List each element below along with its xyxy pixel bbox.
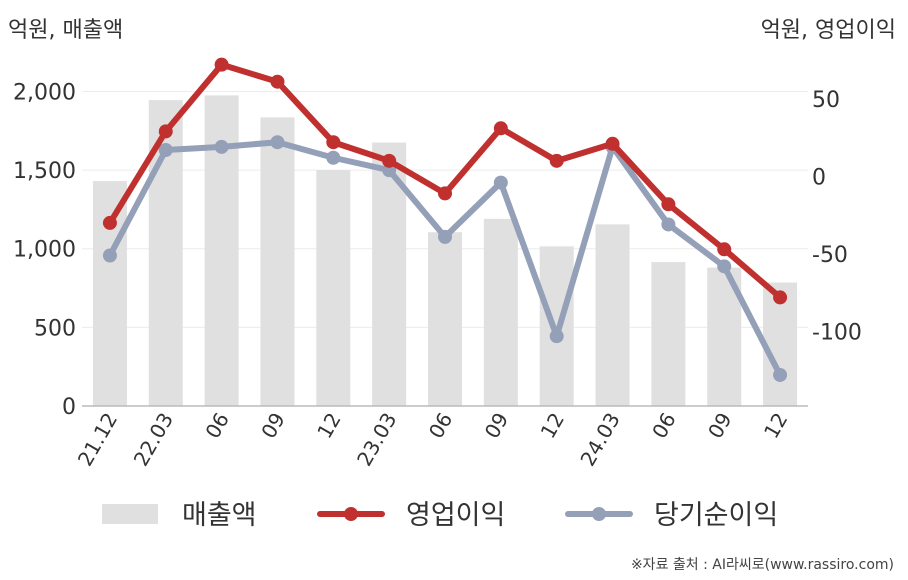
x-tick-label: 22.03	[129, 409, 178, 471]
right-tick-label: -50	[812, 243, 848, 268]
point-06	[438, 186, 452, 201]
point-06	[438, 229, 452, 244]
legend-label: 매출액	[182, 500, 257, 531]
point-06	[661, 217, 676, 232]
bar-06	[651, 262, 686, 406]
point-09	[493, 121, 508, 136]
point-24.03	[605, 136, 620, 151]
x-tick-label: 06	[647, 409, 681, 443]
point-06	[214, 139, 229, 154]
left-axis-unit-label: 억원, 매출액	[8, 18, 124, 43]
legend-item-당기순이익: 당기순이익	[565, 500, 778, 531]
point-21.12	[102, 215, 117, 230]
x-tick-label: 12	[759, 409, 793, 443]
left-tick-label: 0	[62, 395, 76, 420]
line-series	[102, 57, 788, 382]
left-tick-label: 2,000	[13, 80, 76, 105]
x-tick-label: 21.12	[73, 409, 122, 471]
legend-swatch-dot	[344, 507, 358, 521]
left-tick-label: 500	[34, 316, 76, 341]
left-tick-label: 1,000	[13, 238, 76, 263]
point-09	[270, 74, 285, 89]
legend-swatch	[102, 504, 158, 524]
x-tick-label: 12	[312, 409, 346, 443]
legend-item-영업이익: 영업이익	[317, 500, 505, 531]
point-12	[326, 135, 341, 150]
point-09	[717, 242, 732, 257]
point-12	[549, 329, 564, 344]
point-22.03	[158, 142, 173, 157]
bar-09	[260, 117, 295, 407]
bar-06	[428, 232, 462, 406]
right-axis-unit-label: 억원, 영업이익	[760, 18, 896, 43]
right-tick-label: -100	[812, 321, 862, 346]
x-tick-label: 23.03	[352, 409, 401, 471]
point-09	[717, 259, 732, 274]
point-21.12	[102, 248, 117, 263]
bar-09	[483, 218, 518, 406]
x-tick-label: 06	[424, 409, 458, 443]
x-tick-label: 09	[256, 409, 290, 443]
point-12	[773, 290, 788, 305]
legend: 매출액 영업이익 당기순이익	[102, 500, 778, 531]
point-06	[661, 197, 676, 212]
point-12	[326, 150, 341, 165]
bar-series-revenue	[92, 95, 798, 407]
point-23.03	[382, 153, 397, 168]
bar-21.12	[92, 181, 127, 406]
right-tick-label: 50	[812, 88, 840, 113]
legend-swatch-dot	[592, 507, 606, 521]
legend-item-매출액: 매출액	[102, 500, 257, 531]
point-09	[270, 135, 285, 150]
legend-label: 당기순이익	[654, 500, 778, 531]
right-tick-label: 0	[812, 165, 826, 190]
x-tick-label: 09	[480, 409, 514, 443]
point-06	[214, 57, 229, 72]
legend-label: 영업이익	[406, 500, 505, 531]
x-tick-label: 12	[536, 409, 570, 443]
point-22.03	[158, 124, 173, 139]
x-tick-label: 09	[703, 409, 737, 443]
x-tick-label: 24.03	[575, 409, 624, 471]
source-note: ※자료 출처 : AI라씨로(www.rassiro.com)	[630, 557, 894, 573]
left-tick-label: 1,500	[13, 159, 76, 184]
bar-12	[316, 170, 351, 406]
point-12	[773, 367, 788, 382]
point-09	[493, 175, 508, 190]
bar-24.03	[595, 224, 630, 406]
point-12	[549, 153, 564, 168]
line-series-영업이익	[102, 57, 788, 305]
x-tick-label: 06	[200, 409, 234, 443]
